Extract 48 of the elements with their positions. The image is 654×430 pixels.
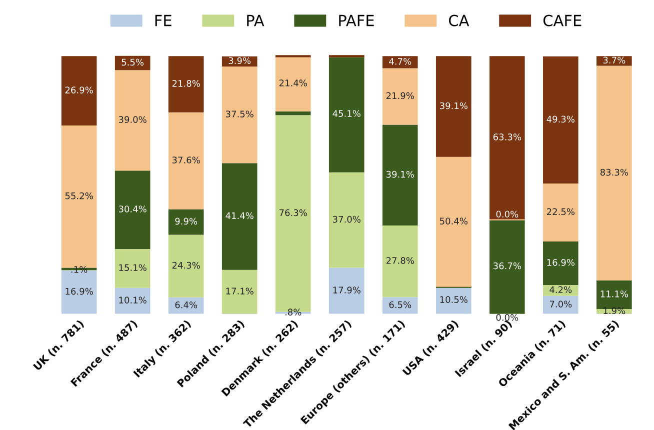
data-label: 39.1% <box>440 102 468 110</box>
data-label: 55.2% <box>65 192 93 200</box>
data-label: 4.2% <box>550 286 572 294</box>
data-label: 76.3% <box>280 209 307 216</box>
data-label: 39.0% <box>118 116 146 123</box>
data-label: 21.8% <box>172 80 200 87</box>
data-label: 30.4% <box>118 206 146 212</box>
data-label: 10.1% <box>119 296 146 304</box>
data-label: 0.0% <box>496 210 518 218</box>
data-label: 17.1% <box>226 288 254 294</box>
data-label: 36.7% <box>493 262 521 270</box>
legend-label: FE <box>155 14 172 26</box>
data-label: 5.5% <box>122 58 144 66</box>
data-label: 7.0% <box>550 300 572 308</box>
data-label: 24.3% <box>172 262 200 269</box>
data-label: 21.9% <box>386 92 414 100</box>
data-label: 41.4% <box>226 212 254 220</box>
data-label: 49.3% <box>546 116 574 123</box>
data-label: 3.7% <box>603 56 626 64</box>
data-label: 45.1% <box>332 110 360 117</box>
data-label: 21.4% <box>279 80 307 86</box>
data-label: 16.9% <box>547 259 574 266</box>
legend-label: CAFE <box>543 14 582 26</box>
data-label: 39.1% <box>386 170 414 178</box>
data-label: 17.9% <box>333 286 360 294</box>
data-label: 4.7% <box>389 58 412 65</box>
data-label: .8% <box>285 308 302 316</box>
data-label: 26.9% <box>65 86 93 94</box>
data-label: 11.1% <box>600 290 628 298</box>
data-label: 37.6% <box>172 156 200 164</box>
data-label: 0.0% <box>496 314 518 321</box>
data-label: 83.3% <box>600 168 628 176</box>
data-label: 16.9% <box>66 288 93 295</box>
data-label: 37.5% <box>226 110 254 118</box>
data-label: 6.5% <box>389 301 412 308</box>
data-label: 9.9% <box>175 218 198 225</box>
legend-label: CA <box>448 14 470 26</box>
data-label: 50.4% <box>440 218 468 225</box>
data-label: 3.9% <box>228 57 251 64</box>
data-label: 6.4% <box>175 301 198 308</box>
data-label: 22.5% <box>546 208 574 216</box>
data-label: 27.8% <box>386 257 414 264</box>
data-label: 15.1% <box>119 264 146 272</box>
legend-label: PA <box>247 14 264 26</box>
data-label: 10.5% <box>440 296 468 303</box>
data-label: 37.0% <box>332 216 360 223</box>
data-label: 63.3% <box>493 134 521 140</box>
legend-label: PAFE <box>339 14 374 26</box>
